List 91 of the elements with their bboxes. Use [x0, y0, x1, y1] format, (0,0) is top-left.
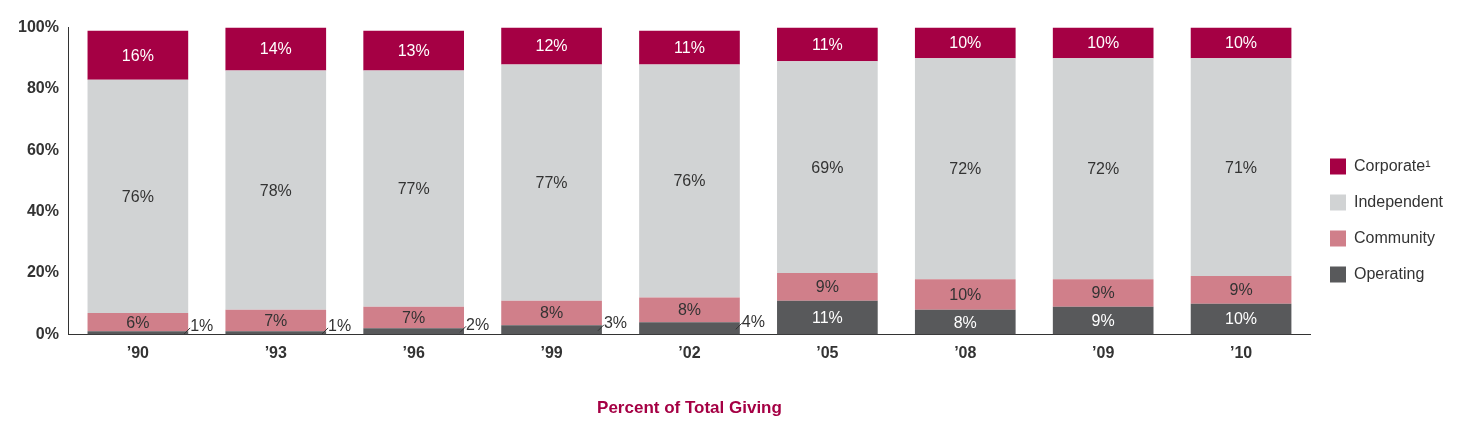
- x-tick-label: ’10: [1229, 344, 1253, 362]
- data-label: 10%: [1225, 34, 1258, 52]
- data-label: 9%: [815, 278, 839, 296]
- y-tick-label: 80%: [26, 79, 59, 97]
- data-label: 10%: [949, 285, 982, 303]
- data-label: 16%: [121, 46, 154, 64]
- x-tick-label: ’96: [402, 344, 425, 362]
- data-label: 76%: [673, 172, 706, 190]
- data-label: 13%: [397, 42, 430, 60]
- bar: [501, 64, 602, 301]
- data-label: 14%: [259, 40, 292, 58]
- bar: [914, 27, 1016, 59]
- y-tick-label: 20%: [26, 263, 59, 281]
- data-label: 77%: [397, 180, 430, 198]
- data-label: 11%: [674, 38, 705, 56]
- data-label: 10%: [1087, 34, 1120, 52]
- data-label: 3%: [603, 314, 628, 332]
- data-label: 76%: [121, 187, 154, 205]
- bar: [225, 70, 327, 310]
- data-label: 7%: [402, 308, 426, 326]
- legend-label: Community: [1354, 228, 1435, 246]
- x-tick-label: ’09: [1092, 344, 1115, 362]
- x-axis-title: Percent of Total Giving: [597, 398, 782, 418]
- x-tick-label: ’90: [126, 344, 150, 362]
- data-label: 11%: [811, 35, 843, 53]
- data-label: 1%: [190, 317, 214, 335]
- bar: [501, 27, 602, 65]
- bar: [363, 30, 465, 71]
- x-tick-label: ’05: [816, 344, 839, 362]
- bar: [1052, 58, 1154, 280]
- legend-label: Independent: [1354, 192, 1444, 210]
- y-tick-label: 100%: [18, 18, 59, 36]
- data-label: 8%: [953, 313, 977, 331]
- legend-label: Operating: [1354, 264, 1425, 282]
- bar: [639, 30, 740, 65]
- y-tick-label: 0%: [35, 324, 59, 342]
- bar: [639, 297, 740, 323]
- bar: [87, 79, 189, 313]
- data-label: 10%: [1225, 310, 1258, 328]
- data-label: 12%: [535, 37, 568, 55]
- bar: [914, 309, 1016, 335]
- bar: [87, 331, 189, 335]
- data-label: 6%: [126, 313, 150, 331]
- bar: [914, 58, 1016, 280]
- bar: [777, 273, 878, 301]
- bar: [1052, 27, 1154, 59]
- bar: [777, 300, 878, 335]
- bar: [363, 306, 465, 329]
- data-label: 9%: [1091, 312, 1115, 329]
- bar: [1190, 27, 1292, 59]
- bar: [639, 322, 740, 335]
- bar: [1190, 58, 1292, 277]
- x-tick-label: ’08: [954, 344, 977, 362]
- bar: [225, 331, 327, 335]
- bar: [777, 61, 878, 274]
- data-label: 11%: [811, 308, 843, 326]
- x-tick-label: ’99: [540, 344, 563, 362]
- data-label: 77%: [535, 173, 568, 191]
- bar: [639, 64, 740, 298]
- data-label: 1%: [328, 317, 352, 335]
- bar: [1190, 303, 1292, 335]
- bar: [501, 300, 602, 326]
- legend-label: Corporate¹: [1354, 156, 1431, 174]
- bar: [363, 70, 465, 307]
- bar: [1190, 276, 1292, 304]
- data-label: 69%: [811, 158, 844, 176]
- bar: [363, 328, 465, 335]
- data-label: 9%: [1091, 284, 1115, 302]
- bar: [914, 279, 1016, 310]
- bar: [87, 30, 189, 80]
- x-tick-label: ’93: [264, 344, 287, 362]
- data-label: 7%: [264, 312, 288, 329]
- data-label: 2%: [466, 315, 490, 333]
- x-tick-label: ’02: [678, 344, 701, 362]
- data-label: 9%: [1229, 281, 1253, 299]
- data-label: 4%: [741, 312, 765, 330]
- data-label: 72%: [1087, 160, 1120, 178]
- data-label: 10%: [949, 34, 982, 52]
- data-label: 8%: [540, 304, 564, 322]
- data-label: 72%: [949, 160, 982, 178]
- bar: [225, 309, 327, 332]
- data-label: 71%: [1225, 158, 1258, 176]
- y-tick-label: 60%: [26, 140, 59, 158]
- y-tick-label: 40%: [26, 202, 59, 220]
- bar: [1052, 279, 1154, 307]
- bar: [501, 325, 602, 335]
- bar: [777, 27, 878, 62]
- bar: [1052, 306, 1154, 335]
- data-label: 8%: [677, 301, 702, 319]
- bar: [225, 27, 327, 71]
- data-label: 78%: [259, 181, 292, 199]
